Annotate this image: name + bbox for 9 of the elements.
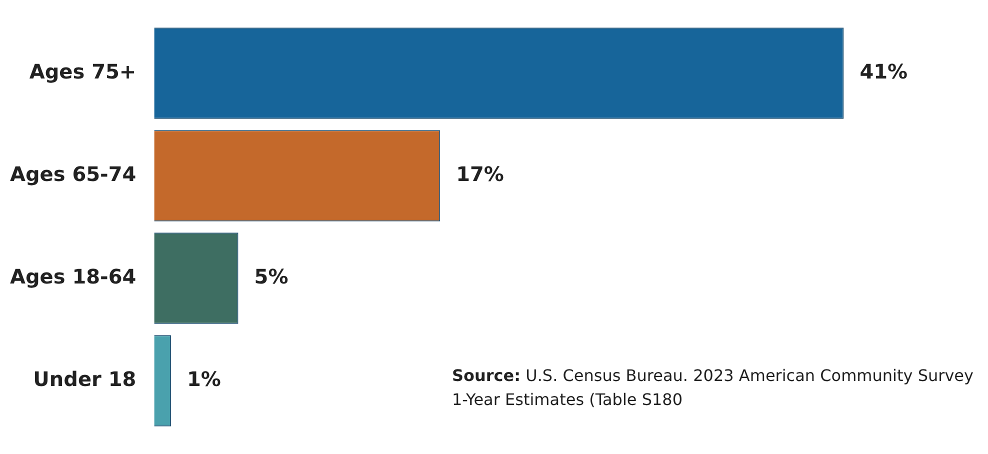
y-tick-label: Ages 65-74 (10, 162, 136, 186)
y-tick-label: Ages 18-64 (10, 264, 136, 288)
data-label: 41% (860, 59, 908, 84)
annotation: Source: U.S. Census Bureau. 2023 American Community Survey 1-Year Estimates (Table S180 (452, 365, 974, 411)
y-tick-label: Under 18 (33, 366, 136, 391)
data-label: 17% (456, 162, 504, 186)
data-label: 1% (187, 366, 221, 391)
data-label: 5% (254, 264, 288, 288)
y-tick-label: Ages 75+ (29, 59, 136, 84)
